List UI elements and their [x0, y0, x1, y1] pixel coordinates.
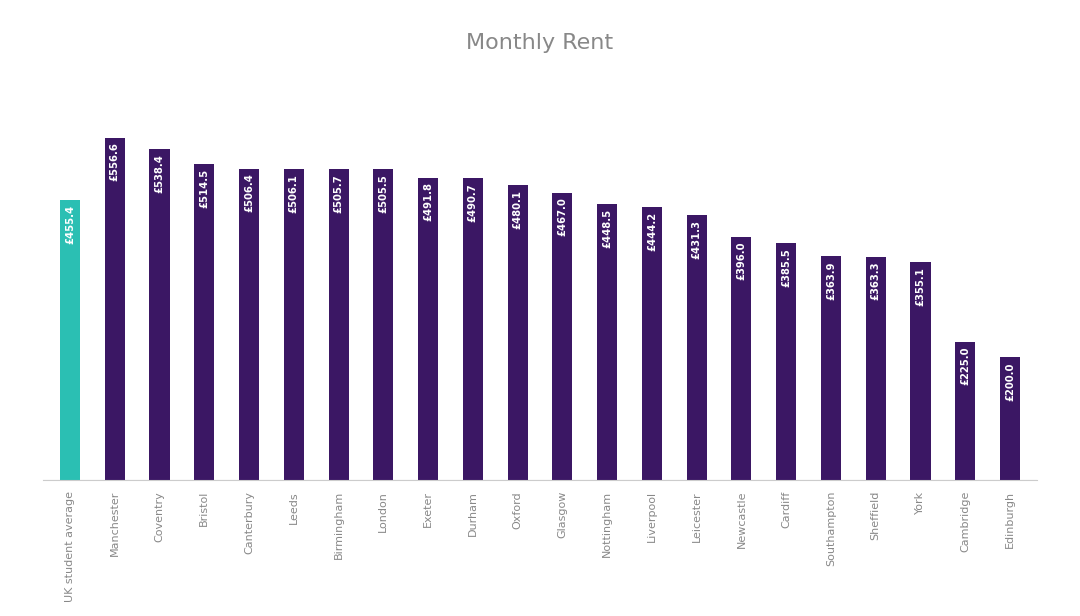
Text: £396.0: £396.0 [737, 241, 746, 280]
Text: £514.5: £514.5 [200, 168, 210, 208]
Text: £506.4: £506.4 [244, 174, 254, 213]
Text: £200.0: £200.0 [1005, 362, 1015, 400]
Bar [552, 193, 572, 480]
Bar [239, 169, 259, 480]
Bar [597, 204, 617, 480]
Bar [687, 215, 706, 480]
Text: £505.5: £505.5 [378, 174, 389, 213]
Text: £448.5: £448.5 [603, 209, 612, 248]
Bar [105, 137, 125, 480]
Text: £363.9: £363.9 [826, 261, 836, 300]
Text: £431.3: £431.3 [691, 220, 702, 259]
Bar [642, 207, 662, 480]
Text: £490.7: £490.7 [468, 183, 477, 222]
Text: £455.4: £455.4 [65, 205, 75, 244]
Text: £506.1: £506.1 [288, 174, 299, 213]
Bar [60, 200, 80, 480]
Bar [374, 169, 393, 480]
Bar [508, 185, 528, 480]
Bar [328, 169, 349, 480]
Text: £225.0: £225.0 [960, 347, 970, 386]
Bar [463, 178, 483, 480]
Text: £444.2: £444.2 [647, 212, 657, 251]
Text: £467.0: £467.0 [557, 198, 567, 237]
Text: £538.4: £538.4 [154, 154, 164, 193]
Text: £556.6: £556.6 [110, 142, 120, 182]
Bar [149, 149, 170, 480]
Bar [910, 262, 931, 480]
Text: £480.1: £480.1 [513, 190, 523, 229]
Text: £355.1: £355.1 [916, 267, 926, 306]
Bar [777, 243, 796, 480]
Text: £505.7: £505.7 [334, 174, 343, 213]
Bar [865, 257, 886, 480]
Bar [284, 169, 303, 480]
Text: £491.8: £491.8 [423, 182, 433, 222]
Title: Monthly Rent: Monthly Rent [467, 33, 613, 53]
Bar [821, 256, 841, 480]
Bar [731, 237, 752, 480]
Bar [1000, 357, 1020, 480]
Bar [194, 163, 215, 480]
Bar [955, 342, 975, 480]
Text: £363.3: £363.3 [870, 262, 880, 300]
Bar [418, 177, 438, 480]
Text: £385.5: £385.5 [781, 248, 792, 286]
